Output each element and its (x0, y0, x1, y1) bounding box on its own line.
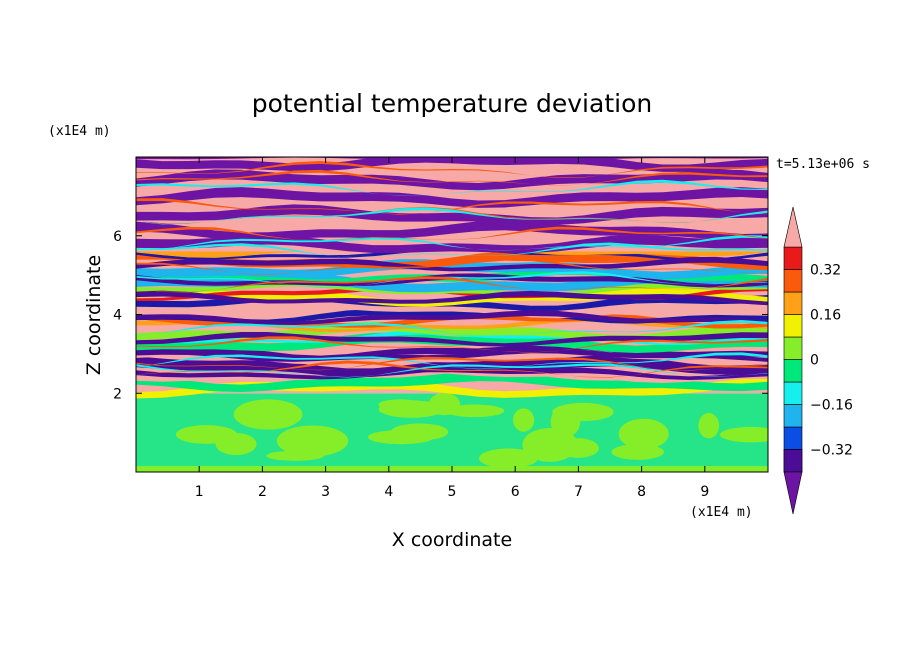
time-label: t=5.13e+06 s (776, 157, 870, 172)
field-band (136, 330, 768, 346)
y-tick-label: 4 (113, 308, 122, 324)
field-accent (136, 356, 768, 371)
plot-area: 1 2 3 4 5 6 7 8 9 2 4 6 (113, 156, 769, 500)
colorbar-box (783, 426, 803, 450)
field-accent (136, 207, 768, 225)
x-tick-label: 3 (321, 484, 330, 500)
y-tick-label: 6 (113, 229, 122, 245)
colorbar-box (783, 449, 803, 473)
field-blob (698, 413, 720, 439)
colorbar-box (783, 404, 803, 428)
field-band (136, 299, 768, 319)
contour-field (136, 157, 768, 472)
field-accent (136, 226, 768, 241)
field-stripe (136, 234, 768, 254)
chart-title: potential temperature deviation (252, 89, 652, 118)
x-tick-label: 5 (448, 484, 457, 500)
field-accent (136, 179, 768, 196)
y-axis: 2 4 6 (113, 229, 768, 402)
x-tick-label: 8 (637, 484, 646, 500)
field-blob (233, 399, 303, 430)
field-blob (295, 438, 339, 455)
x-tick-label: 6 (511, 484, 520, 500)
colorbar-tick-label: 0.16 (810, 308, 841, 324)
field-blob (719, 426, 768, 443)
field-stripe (136, 157, 768, 172)
colorbar-tick-label: −0.32 (810, 443, 853, 459)
field-blob (215, 433, 257, 456)
field-stripe (136, 256, 768, 272)
colorbar-over-triangle (783, 206, 803, 248)
field-blob (552, 402, 614, 422)
field-blob (513, 408, 535, 432)
field-accent (136, 352, 768, 370)
field-stripe (136, 331, 768, 347)
x-unit-label: (x1E4 m) (690, 505, 753, 520)
field-blob (445, 404, 505, 418)
x-tick-label: 7 (574, 484, 583, 500)
colorbar-box (783, 381, 803, 405)
colorbar-tick-label: 0 (810, 353, 819, 369)
field-accent (136, 160, 768, 179)
y-axis-label: Z coordinate (83, 255, 105, 375)
colorbar-box (783, 314, 803, 338)
field-blob (428, 392, 461, 416)
x-tick-label: 4 (384, 484, 393, 500)
colorbar-box (783, 291, 803, 315)
field-band (136, 237, 768, 258)
field-accent (136, 276, 768, 293)
field-blob (557, 438, 599, 458)
field-stripe (136, 366, 768, 380)
colorbar-box (783, 336, 803, 360)
colorbar-box (783, 359, 803, 383)
field-band (136, 370, 768, 393)
colorbar-tick-label: −0.16 (810, 398, 853, 414)
field-stripe (136, 187, 768, 208)
x-tick-label: 1 (195, 484, 204, 500)
colorbar-box (783, 269, 803, 293)
field-blob (390, 423, 449, 441)
field-accent (136, 363, 768, 378)
y-unit-label: (x1E4 m) (48, 124, 111, 139)
field-band (136, 245, 768, 261)
colorbar-tick-label: 0.32 (810, 263, 841, 279)
field-accent (136, 271, 768, 288)
field-blob (618, 418, 669, 450)
field-stripe (136, 204, 768, 225)
y-tick-label: 2 (113, 386, 122, 402)
field-blob (378, 399, 423, 410)
field-blob (479, 448, 538, 469)
x-axis: 1 2 3 4 5 6 7 8 9 (195, 157, 709, 500)
field-stripe (136, 290, 768, 306)
colorbar: 0.32 0.16 0 −0.16 −0.32 (783, 206, 853, 515)
field-stripe (136, 273, 768, 288)
x-axis-label: X coordinate (392, 529, 512, 551)
colorbar-under-triangle (783, 471, 803, 515)
field-stripe (136, 169, 768, 191)
x-tick-label: 2 (258, 484, 267, 500)
x-tick-label: 9 (700, 484, 709, 500)
colorbar-box (783, 246, 803, 270)
field-stripe (136, 310, 768, 326)
field-stripe (136, 220, 768, 242)
